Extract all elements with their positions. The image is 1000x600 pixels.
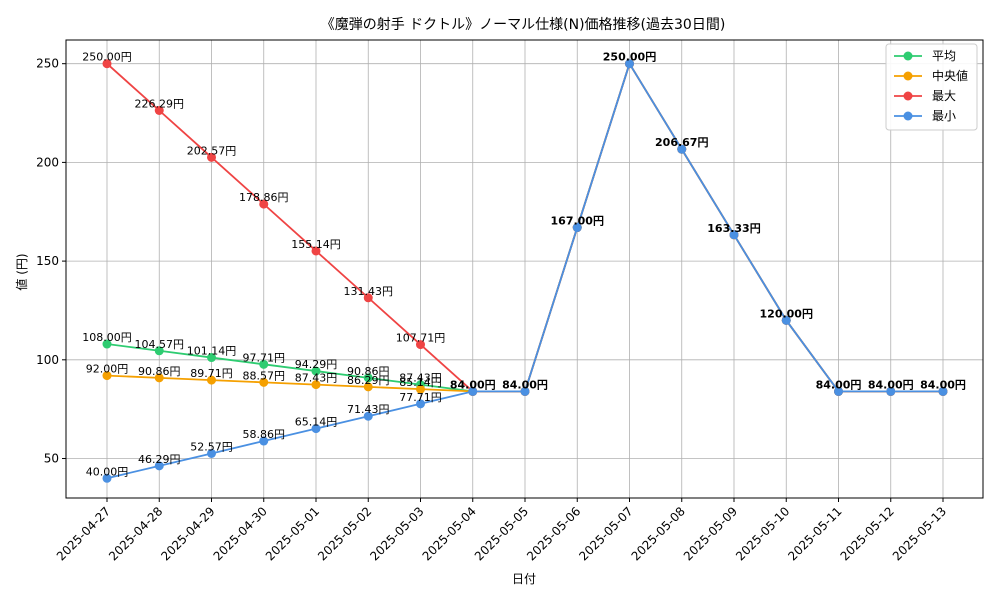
data-point	[363, 411, 373, 421]
data-point	[572, 223, 582, 233]
data-label: 92.00円	[86, 363, 129, 376]
data-point	[416, 340, 425, 350]
data-label: 88.57円	[243, 369, 286, 382]
data-label: 87.43円	[295, 372, 338, 385]
data-label: 58.86円	[243, 428, 286, 441]
data-point	[311, 246, 321, 256]
legend-swatch-marker	[903, 111, 913, 121]
data-point	[154, 373, 164, 383]
data-point	[677, 144, 687, 154]
y-tick-label: 150	[36, 254, 59, 268]
data-label: 65.14円	[295, 416, 338, 429]
data-point	[207, 152, 216, 162]
legend-label: 最大	[932, 89, 956, 103]
data-label: 250.00円	[603, 51, 656, 64]
data-point	[311, 366, 321, 376]
data-point	[363, 293, 373, 303]
data-point	[154, 461, 164, 471]
data-label: 71.43円	[347, 403, 390, 416]
data-point	[102, 59, 112, 69]
data-point	[207, 448, 216, 458]
data-point	[834, 386, 843, 396]
data-point	[207, 353, 216, 363]
data-point	[259, 199, 269, 209]
data-label: 250.00円	[82, 51, 132, 64]
legend-label: 中央値	[932, 68, 968, 83]
data-label: 131.43円	[344, 285, 394, 298]
legend-swatch-marker	[903, 51, 913, 61]
legend-swatch-marker	[903, 71, 913, 81]
data-point	[154, 105, 164, 115]
y-tick-label: 250	[36, 57, 59, 71]
data-label: 86.29円	[347, 374, 390, 387]
data-label: 97.71円	[243, 351, 286, 364]
data-label: 202.57円	[187, 144, 237, 157]
data-point	[363, 382, 373, 392]
data-label: 90.86円	[347, 365, 390, 378]
data-label: 46.29円	[138, 453, 181, 466]
data-point	[102, 371, 112, 381]
data-label: 84.00円	[450, 378, 496, 391]
x-axis-label: 日付	[512, 572, 536, 586]
data-label: 104.57円	[135, 338, 185, 351]
data-point	[154, 346, 164, 356]
data-label: 85.14円	[399, 376, 442, 389]
y-tick-label: 200	[36, 155, 59, 169]
data-label: 90.86円	[138, 365, 181, 378]
chart-title: 《魔弾の射手 ドクトル》ノーマル仕様(N)価格推移(過去30日間)	[321, 17, 726, 33]
data-point	[416, 399, 425, 409]
data-label: 84.00円	[920, 378, 966, 391]
y-tick-label: 50	[44, 452, 59, 466]
data-point	[729, 230, 739, 240]
legend-box	[885, 43, 978, 131]
data-point	[520, 386, 530, 396]
data-label: 77.71円	[399, 391, 442, 404]
data-label: 84.00円	[816, 378, 862, 391]
data-point	[416, 384, 425, 394]
legend-label: 平均	[932, 49, 956, 63]
y-axis-label: 値 (円)	[14, 253, 29, 290]
data-label: 84.00円	[868, 378, 914, 391]
data-point	[311, 380, 321, 390]
data-label: 163.33円	[707, 222, 760, 235]
data-point	[207, 375, 216, 385]
data-label: 52.57円	[190, 440, 233, 453]
legend-label: 最小	[932, 109, 956, 123]
data-label: 87.43円	[399, 372, 442, 385]
data-point	[886, 386, 896, 396]
data-labels: 108.00円104.57円101.14円97.71円94.29円90.86円8…	[82, 51, 966, 479]
data-label: 101.14円	[187, 345, 237, 358]
data-point	[363, 373, 373, 383]
data-label: 167.00円	[551, 215, 604, 228]
data-point	[625, 59, 634, 69]
data-point	[938, 386, 948, 396]
data-label: 178.86円	[239, 191, 289, 204]
data-label: 206.67円	[655, 136, 708, 149]
data-point	[102, 473, 112, 483]
data-label: 120.00円	[760, 307, 813, 320]
data-label: 155.14円	[291, 238, 341, 251]
data-point	[259, 359, 269, 369]
data-label: 84.00円	[502, 378, 548, 391]
data-label: 107.71円	[396, 332, 446, 345]
data-point	[781, 315, 791, 325]
data-label: 89.71円	[190, 367, 233, 380]
series-lines	[102, 59, 948, 483]
grid-lines	[66, 40, 983, 498]
data-point	[259, 436, 269, 446]
data-label: 226.29円	[135, 97, 185, 110]
data-label: 108.00円	[82, 331, 132, 344]
y-tick-label: 100	[36, 353, 59, 367]
data-label: 40.00円	[86, 465, 129, 478]
data-point	[102, 339, 112, 349]
legend-swatch-marker	[903, 91, 913, 101]
data-label: 94.29円	[295, 358, 338, 371]
data-point	[311, 424, 321, 434]
data-point	[259, 377, 269, 387]
data-point	[468, 386, 478, 396]
